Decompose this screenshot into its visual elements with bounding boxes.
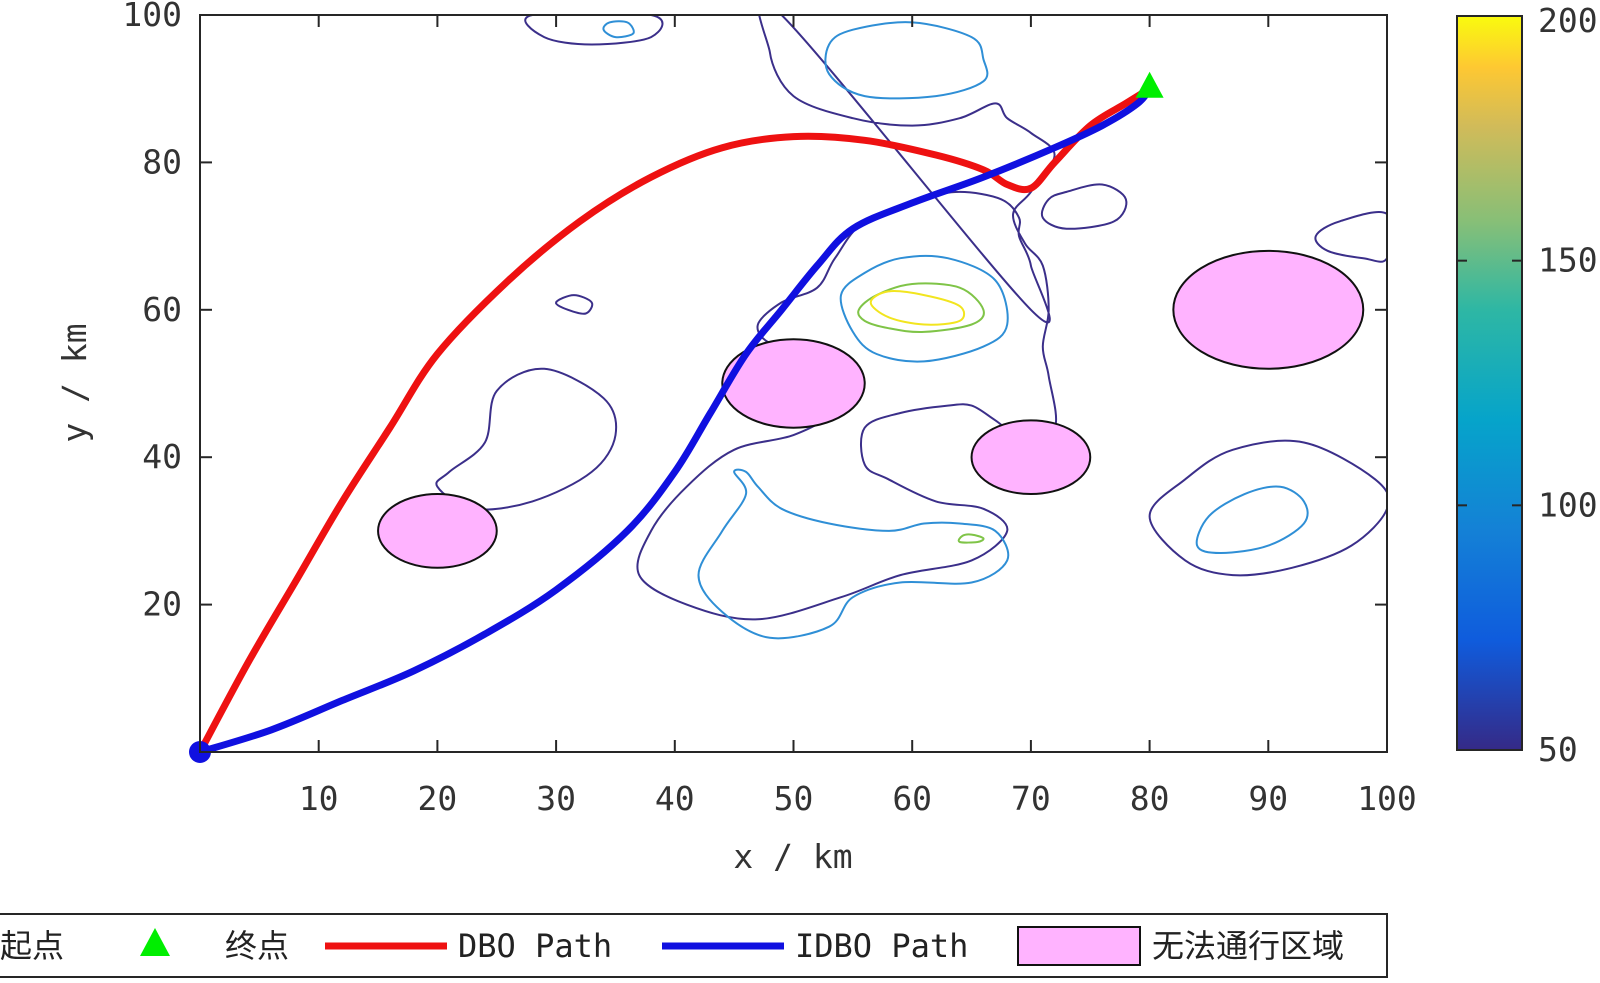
legend-entries: 起点 终点 DBO Path IDBO Path 无法通行区域 xyxy=(0,926,1344,966)
colorbar-tick-label-50: 50 xyxy=(1538,730,1578,769)
y-tick-label-80: 80 xyxy=(142,142,182,181)
obstacle-1 xyxy=(377,493,498,569)
obstacles xyxy=(377,249,1365,569)
contour-level-50-6 xyxy=(1148,439,1387,577)
colorbar-gradient xyxy=(1456,15,1523,751)
legend-entry-5: 无法通行区域 xyxy=(1017,926,1344,966)
legend-symbol-obstacle xyxy=(1017,926,1141,966)
contour-level-50-0 xyxy=(435,367,618,511)
dbo-path-line xyxy=(200,85,1154,752)
y-tick-label-100: 100 xyxy=(122,0,182,34)
contour-level-100-7 xyxy=(824,21,989,100)
contour-level-150-12 xyxy=(857,282,985,333)
x-axis-label: x / km xyxy=(733,837,852,876)
plot-area xyxy=(200,15,1387,752)
colorbar-tick-label-100: 100 xyxy=(1538,485,1598,524)
contour-level-50-4 xyxy=(1040,183,1128,230)
obstacle-3 xyxy=(970,419,1092,496)
x-tick-label-60: 60 xyxy=(892,779,932,818)
obstacle-2 xyxy=(721,338,866,429)
contour-level-150-13 xyxy=(957,533,985,544)
obstacle-4 xyxy=(1172,249,1365,370)
colorbar: 50 100 150 200 xyxy=(1456,1,1598,769)
x-tick-label-80: 80 xyxy=(1130,779,1170,818)
paths xyxy=(200,85,1154,752)
y-tick-label-20: 20 xyxy=(142,585,182,624)
contour-level-50-2 xyxy=(524,15,664,46)
x-tick-label-50: 50 xyxy=(774,779,814,818)
x-tick-label-20: 20 xyxy=(418,779,458,818)
y-tick-label-40: 40 xyxy=(142,437,182,476)
colorbar-tick-label-150: 150 xyxy=(1538,241,1598,280)
legend-entry-3: DBO Path xyxy=(325,927,612,965)
x-tick-label-70: 70 xyxy=(1011,779,1051,818)
x-tick-label-10: 10 xyxy=(299,779,339,818)
legend-entry-2: 终点 xyxy=(140,927,289,965)
legend-label-3: DBO Path xyxy=(458,927,612,965)
legend-label-1: 起点 xyxy=(0,927,64,965)
legend-entry-4: IDBO Path xyxy=(662,927,968,965)
y-axis-label: y / km xyxy=(55,323,94,442)
legend-symbol-goal xyxy=(140,928,170,956)
markers xyxy=(189,71,1164,763)
legend-label-5: 无法通行区域 xyxy=(1152,927,1344,965)
y-tick-label-60: 60 xyxy=(142,290,182,329)
legend: 起点 终点 DBO Path IDBO Path 无法通行区域 xyxy=(0,913,1388,978)
contour-lines xyxy=(435,15,1387,640)
x-tick-label-30: 30 xyxy=(536,779,576,818)
contour-level-100-10 xyxy=(697,468,1010,640)
contour-level-100-8 xyxy=(602,20,635,39)
contour-level-100-11 xyxy=(1195,485,1309,555)
goal-marker xyxy=(1135,71,1164,98)
x-tick-label-90: 90 xyxy=(1248,779,1288,818)
contour-level-50-5 xyxy=(1314,211,1387,263)
legend-entry-1: 起点 xyxy=(0,927,64,965)
x-tick-label-100: 100 xyxy=(1357,779,1417,818)
idbo-path-line xyxy=(200,85,1154,752)
contour-level-50-1 xyxy=(555,294,594,315)
colorbar-tick-label-200: 200 xyxy=(1538,1,1598,40)
contour-level-100-9 xyxy=(839,254,1009,363)
contour-level-200-14 xyxy=(869,290,966,326)
x-tick-label-40: 40 xyxy=(655,779,695,818)
legend-label-4: IDBO Path xyxy=(795,927,968,965)
y-axis-ticks: 20 40 60 80 100 xyxy=(122,0,1387,624)
legend-label-2: 终点 xyxy=(225,927,289,965)
x-axis-ticks: 10 20 30 40 50 60 70 80 90 100 xyxy=(299,15,1417,818)
colorbar-ticks: 50 100 150 200 xyxy=(1457,1,1598,769)
